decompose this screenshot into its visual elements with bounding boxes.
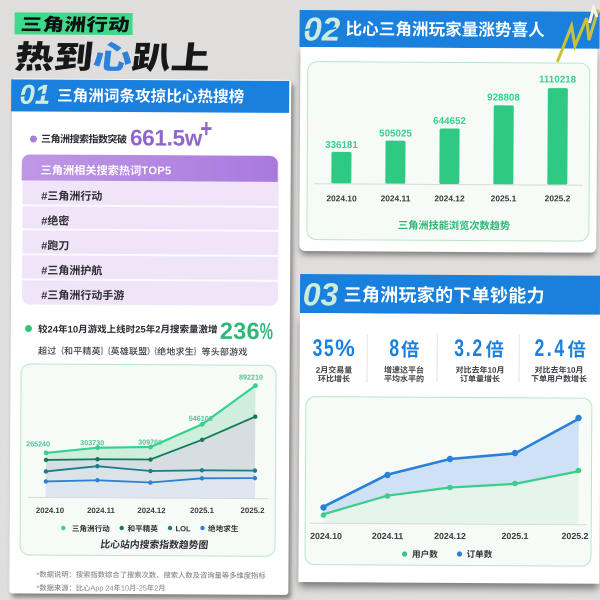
svg-text:265240: 265240	[26, 439, 50, 448]
svg-text:2025.1: 2025.1	[190, 506, 215, 515]
svg-text:928808: 928808	[487, 92, 520, 103]
svg-text:2025.2: 2025.2	[241, 506, 266, 515]
svg-text:2024.10: 2024.10	[310, 531, 342, 541]
svg-text:661.5w: 661.5w	[130, 125, 203, 150]
svg-text:1110218: 1110218	[539, 74, 577, 85]
svg-text:336181: 336181	[325, 140, 358, 151]
svg-text:2024.11: 2024.11	[372, 531, 403, 541]
svg-text:546100: 546100	[189, 414, 213, 423]
svg-text:2024.12: 2024.12	[434, 193, 465, 203]
svg-text:2024.11: 2024.11	[87, 506, 115, 515]
svg-text:2025.2: 2025.2	[562, 531, 589, 541]
svg-text:2024.11: 2024.11	[381, 193, 411, 203]
svg-text:2024.10: 2024.10	[36, 506, 65, 515]
svg-text:309760: 309760	[138, 437, 162, 446]
svg-text:303730: 303730	[80, 438, 104, 447]
svg-text:2025.1: 2025.1	[491, 193, 517, 203]
svg-text:2025.1: 2025.1	[502, 531, 529, 541]
svg-text:2024.10: 2024.10	[326, 193, 357, 203]
svg-text:892210: 892210	[239, 373, 263, 382]
svg-text:2025.2: 2025.2	[545, 193, 571, 203]
svg-text:LOL: LOL	[175, 524, 191, 533]
svg-text:644652: 644652	[433, 116, 466, 127]
svg-text:2024.12: 2024.12	[137, 506, 166, 515]
svg-text:2024.12: 2024.12	[434, 531, 466, 541]
svg-text:505025: 505025	[379, 128, 412, 139]
svg-text:03: 03	[303, 276, 339, 312]
